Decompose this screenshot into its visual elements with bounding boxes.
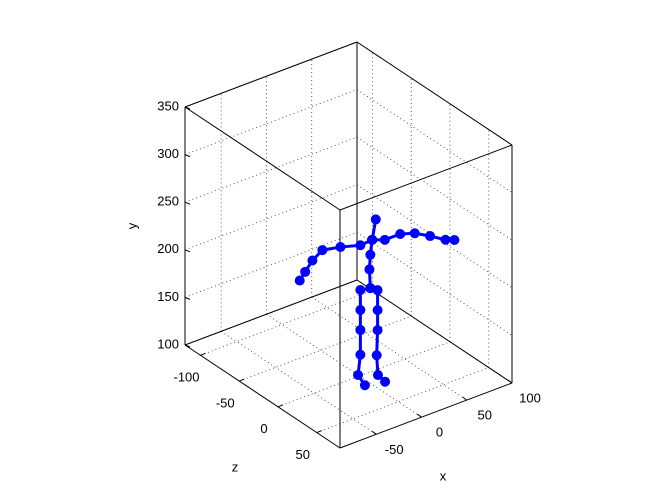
z-axis-label: z [232, 459, 239, 474]
joint-marker [449, 234, 460, 245]
y-tick [184, 106, 191, 110]
box-edge [339, 382, 513, 449]
joint-marker [372, 305, 383, 316]
y-tick [184, 249, 191, 253]
x-tick [462, 396, 468, 401]
z-tick-label: -100 [173, 370, 199, 385]
joint-marker [440, 234, 451, 245]
joint-marker [367, 234, 378, 245]
x-tick [371, 430, 377, 435]
box-edge [184, 279, 358, 346]
y-tick-label: 150 [157, 289, 179, 304]
x-tick-label: -50 [385, 442, 404, 457]
box-edge [184, 344, 341, 449]
y-tick-label: 200 [157, 241, 179, 256]
box-edge [356, 41, 513, 146]
joint-marker [364, 264, 375, 275]
joint-marker [372, 285, 383, 296]
z-tick [277, 404, 284, 408]
x-tick [507, 379, 513, 384]
joint-marker [294, 275, 305, 286]
x-tick-label: 0 [436, 425, 443, 440]
box-edge [356, 279, 513, 384]
joint-marker [317, 245, 328, 256]
y-tick-label: 100 [157, 336, 179, 351]
y-tick [184, 344, 191, 348]
y-tick-label: 250 [157, 194, 179, 209]
joint-marker [425, 231, 436, 242]
joint-marker [359, 380, 370, 391]
joint-marker [335, 242, 346, 253]
joint-marker [371, 350, 382, 361]
z-tick [239, 378, 245, 382]
joint-marker [355, 284, 366, 295]
joint-marker [380, 376, 391, 387]
joint-marker [409, 228, 420, 239]
joint-marker [379, 234, 390, 245]
y-tick [184, 154, 191, 158]
y-tick-label: 350 [157, 98, 179, 113]
z-tick-label: -50 [216, 395, 235, 410]
x-tick-label: 100 [519, 390, 541, 405]
joint-marker [372, 325, 383, 336]
z-tick-label: 50 [296, 447, 310, 462]
z-tick [200, 352, 206, 356]
x-tick [417, 413, 422, 418]
joint-marker [307, 255, 318, 266]
joint-marker [355, 240, 366, 251]
joint-marker [355, 304, 366, 315]
box-edge [184, 41, 358, 108]
joint-marker [300, 266, 311, 277]
joint-marker [395, 228, 406, 239]
y-tick [184, 296, 191, 300]
joint-marker [355, 324, 366, 335]
box-edge [184, 106, 341, 211]
x-tick-label: 50 [478, 408, 492, 423]
joint-marker [370, 214, 381, 225]
joint-marker [372, 370, 383, 381]
joint-marker [355, 349, 366, 360]
x-axis-label: x [440, 468, 447, 483]
y-tick [184, 201, 191, 205]
joint-marker [365, 249, 376, 260]
y-axis-label: y [124, 222, 139, 229]
box-edge [339, 144, 513, 211]
z-tick-label: 0 [260, 421, 267, 436]
joint-marker [353, 370, 364, 381]
z-tick [316, 430, 322, 434]
y-tick-label: 300 [157, 146, 179, 161]
